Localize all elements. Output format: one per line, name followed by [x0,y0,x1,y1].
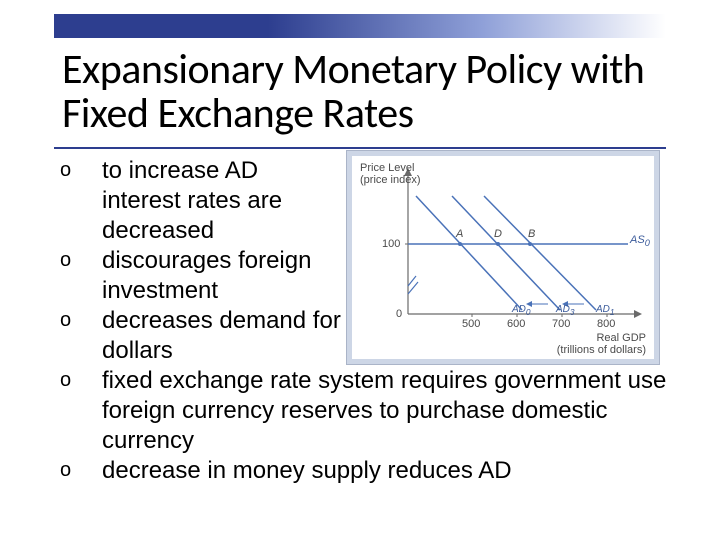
title-underline [54,147,666,149]
bullet-item: fixed exchange rate system requires gove… [54,366,694,456]
bullet-text: to increase AD interest rates are decrea… [102,156,342,246]
bullet-text: discourages foreign investment [102,246,342,306]
bullet-item: decreases demand for dollars [54,306,694,366]
bullet-item: to increase AD interest rates are decrea… [54,156,694,246]
bullet-text: fixed exchange rate system requires gove… [102,366,694,456]
bullet-list: to increase AD interest rates are decrea… [54,156,694,486]
header-gradient-bar [54,14,666,38]
bullet-content: to increase AD interest rates are decrea… [54,156,694,486]
page-title: Expansionary Monetary Policy with Fixed … [62,48,644,136]
bullet-text: decrease in money supply reduces AD [102,456,512,486]
bullet-item: decrease in money supply reduces AD [54,456,694,486]
title-line-2: Fixed Exchange Rates [62,88,414,139]
bullet-item: discourages foreign investment [54,246,694,306]
bullet-text: decreases demand for dollars [102,306,342,366]
